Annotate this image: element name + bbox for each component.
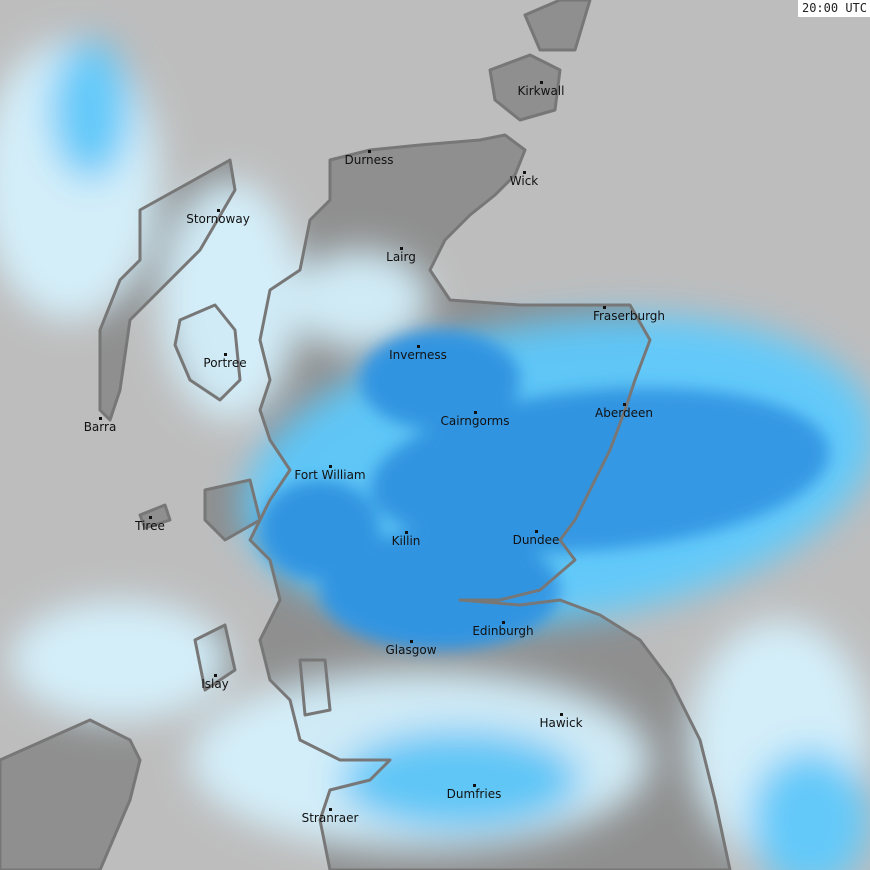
city-label: Dumfries: [446, 787, 502, 801]
city-marker: [523, 171, 526, 174]
city-label: Inverness: [389, 348, 447, 362]
mull-coast: [203, 478, 262, 542]
northern-ireland-coast: [0, 718, 142, 870]
orkney-coast: [488, 53, 562, 122]
city-marker: [329, 808, 332, 811]
city-marker: [214, 674, 217, 677]
orkney: [490, 55, 560, 120]
city-label: Edinburgh: [472, 624, 534, 638]
islay-coast: [193, 623, 237, 692]
city-marker: [368, 150, 371, 153]
city-label: Fort William: [294, 468, 366, 482]
city-marker: [623, 403, 626, 406]
city-marker: [473, 784, 476, 787]
shetland: [525, 0, 590, 50]
timestamp: 20:00 UTC: [797, 0, 870, 17]
city-marker: [540, 81, 543, 84]
outer-hebrides-coast: [98, 158, 237, 422]
city-label: Glasgow: [385, 643, 437, 657]
city-marker: [502, 621, 505, 624]
city-marker: [410, 640, 413, 643]
city-marker: [560, 713, 563, 716]
precipitation-overlay: [0, 40, 870, 870]
city-label: Islay: [201, 677, 229, 691]
city-marker: [224, 353, 227, 356]
city-marker: [417, 345, 420, 348]
city-marker: [603, 306, 606, 309]
city-marker: [535, 530, 538, 533]
city-marker: [405, 531, 408, 534]
city-marker: [329, 465, 332, 468]
city-label: Durness: [344, 153, 394, 167]
city-label: Stranraer: [301, 811, 359, 825]
northern-ireland: [0, 720, 140, 870]
city-label: Killin: [391, 534, 421, 548]
city-marker: [474, 411, 477, 414]
city-label: Barra: [83, 420, 117, 434]
city-marker: [217, 209, 220, 212]
city-marker: [149, 516, 152, 519]
city-marker: [99, 417, 102, 420]
mainland-coast: [248, 133, 732, 870]
coastline: [0, 0, 732, 870]
city-label: Tiree: [135, 519, 165, 533]
city-label: Fraserburgh: [592, 309, 666, 323]
city-label: Hawick: [539, 716, 583, 730]
shetland-coast: [523, 0, 592, 52]
city-label: Cairngorms: [440, 414, 510, 428]
city-label: Kirkwall: [517, 84, 565, 98]
city-label: Lairg: [386, 250, 416, 264]
city-marker: [400, 247, 403, 250]
city-label: Aberdeen: [595, 406, 653, 420]
city-label: Wick: [509, 174, 539, 188]
city-label: Dundee: [512, 533, 560, 547]
city-label: Stornoway: [186, 212, 250, 226]
city-label: Portree: [203, 356, 247, 370]
skye-coast: [173, 303, 242, 402]
arran-coast: [298, 658, 332, 717]
tiree-coast: [138, 503, 172, 530]
